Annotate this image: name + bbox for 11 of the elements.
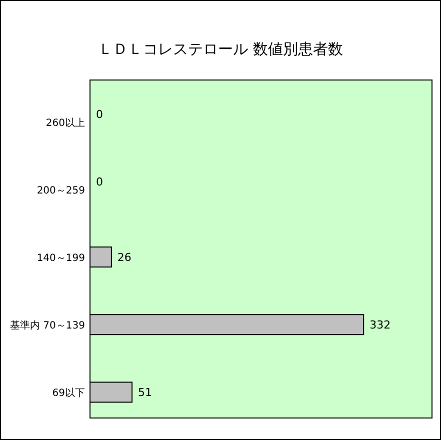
- data-label: 0: [96, 175, 103, 188]
- data-label: 51: [138, 386, 152, 400]
- y-tick-label: 69以下: [52, 387, 85, 400]
- chart-title: ＬＤＬコレステロール 数値別患者数: [98, 40, 343, 58]
- data-label: 0: [96, 108, 103, 121]
- y-tick-label: 基準内 70～139: [10, 320, 85, 332]
- y-tick-label: 140～199: [36, 253, 85, 264]
- data-label: 332: [370, 318, 391, 332]
- y-tick-label: 200～259: [36, 185, 85, 196]
- y-tick-label: 260以上: [46, 116, 85, 129]
- data-label: 26: [117, 251, 132, 264]
